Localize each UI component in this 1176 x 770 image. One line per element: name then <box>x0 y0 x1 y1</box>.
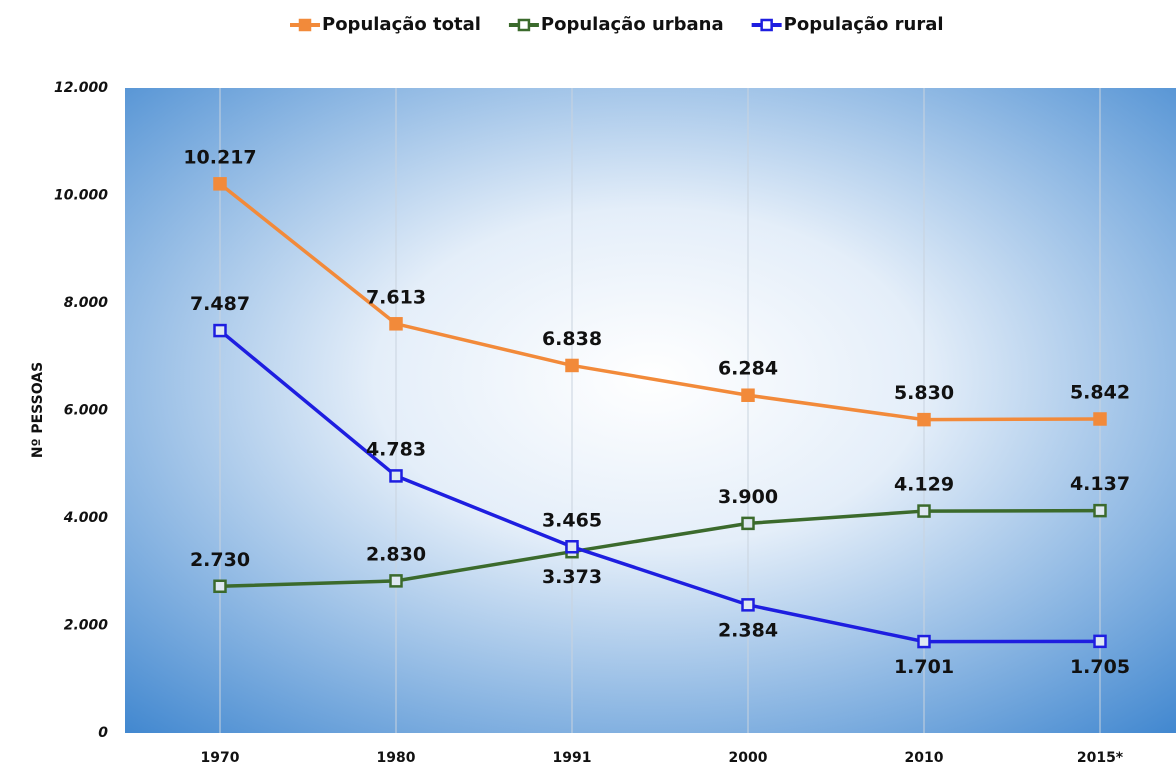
legend: População total População urbana População… <box>290 14 944 35</box>
series-line <box>218 329 1101 644</box>
y-tick-label: 10.000 <box>54 188 108 204</box>
data-label: 3.373 <box>542 566 602 588</box>
data-label: 4.137 <box>1070 473 1130 495</box>
point <box>1093 412 1107 426</box>
point <box>1093 503 1107 518</box>
point <box>741 516 755 531</box>
legend-marker <box>517 18 531 32</box>
data-label: 3.900 <box>718 486 778 508</box>
point <box>389 574 403 588</box>
data-label: 5.830 <box>894 382 954 404</box>
series-line <box>218 182 1101 422</box>
legend-label: População rural <box>784 14 944 35</box>
legend-marker <box>298 18 312 32</box>
data-label: 1.701 <box>894 656 954 678</box>
data-label: 2.384 <box>718 619 778 641</box>
point <box>213 177 227 191</box>
y-tick-label: 0 <box>98 725 108 741</box>
point <box>565 358 579 373</box>
y-tick-label: 6.000 <box>64 403 109 419</box>
data-label: 7.487 <box>190 293 250 315</box>
point <box>389 469 403 483</box>
legend-marker <box>760 18 773 32</box>
point <box>1093 634 1107 649</box>
plot-area <box>125 88 1176 733</box>
x-tick-label: 2010 <box>905 750 944 766</box>
data-label: 7.613 <box>366 286 426 308</box>
y-tick-label: 12.000 <box>54 80 108 96</box>
point <box>741 388 755 402</box>
y-tick-label: 4.000 <box>63 510 109 526</box>
point <box>565 540 579 554</box>
data-label: 2.830 <box>366 543 426 565</box>
legend-label: População urbana <box>541 14 724 35</box>
point <box>917 504 931 518</box>
data-label: 10.217 <box>183 146 256 168</box>
y-tick-label: 8.000 <box>64 295 109 311</box>
y-axis-label: Nº PESSOAS <box>30 362 46 458</box>
x-tick-label: 1970 <box>201 750 240 766</box>
y-tick-label: 2.000 <box>64 618 109 634</box>
data-label: 1.705 <box>1070 656 1130 678</box>
point <box>741 598 755 612</box>
x-tick-label: 1991 <box>553 750 592 766</box>
point <box>213 323 227 338</box>
data-label: 2.730 <box>190 549 250 571</box>
data-label: 4.783 <box>366 438 426 460</box>
series-line <box>219 508 1101 589</box>
data-label: 6.284 <box>718 358 778 380</box>
data-label: 3.465 <box>542 509 602 531</box>
legend-label: População total <box>322 14 481 35</box>
x-tick-label: 1980 <box>377 750 416 766</box>
data-label: 4.129 <box>894 474 954 496</box>
point <box>917 412 931 427</box>
point <box>213 579 227 594</box>
data-label: 6.838 <box>542 328 602 350</box>
x-tick-label: 2015* <box>1077 750 1124 766</box>
point <box>917 634 931 649</box>
x-tick-label: 2000 <box>729 750 768 766</box>
data-label: 5.842 <box>1070 381 1130 403</box>
point <box>389 317 403 331</box>
